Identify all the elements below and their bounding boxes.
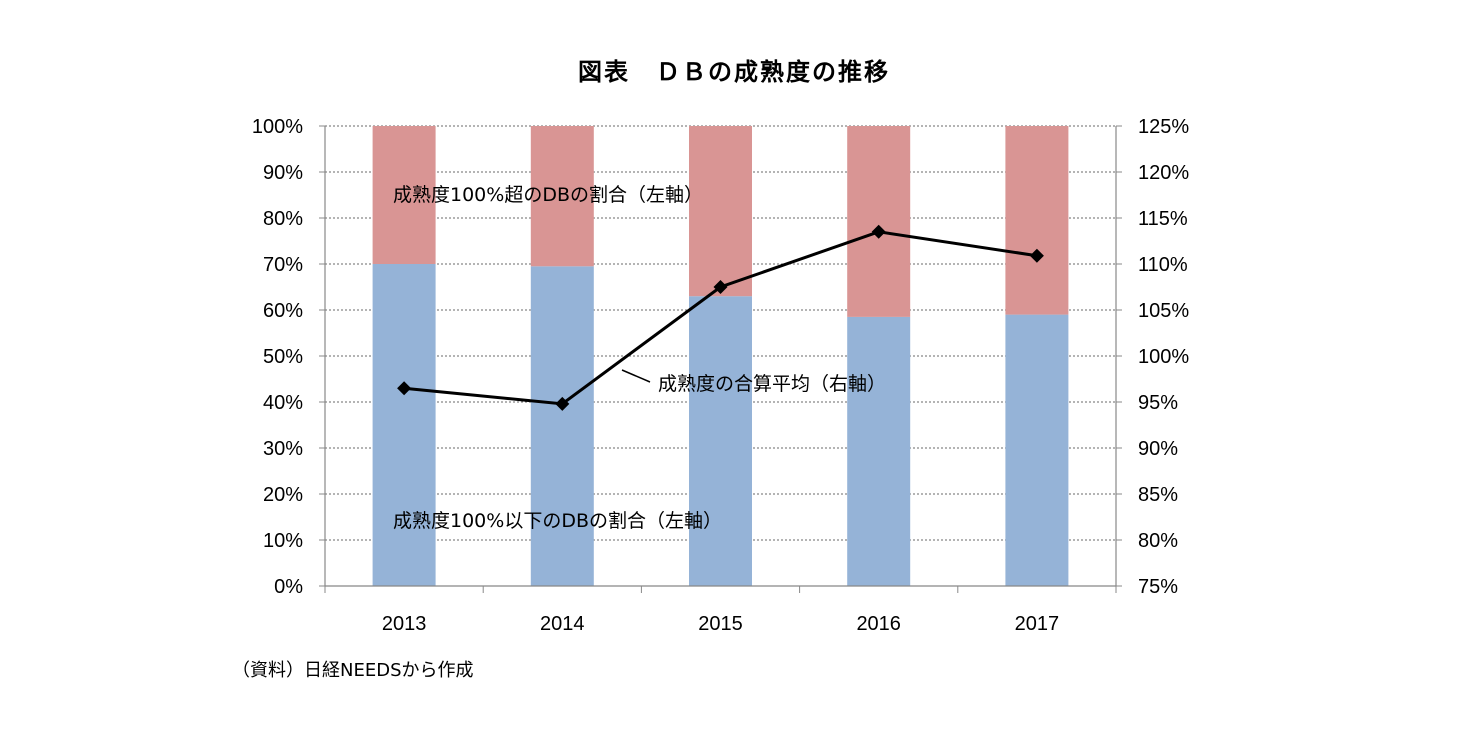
left-axis-tick-label: 0%	[274, 576, 303, 598]
left-axis-tick-label: 50%	[263, 346, 303, 368]
right-axis-tick-label: 110%	[1138, 254, 1188, 276]
bar-segment	[372, 264, 436, 586]
lower-bar-annotation: 成熟度100%以下のDBの割合（左軸）	[393, 510, 722, 532]
bar-segment	[847, 316, 911, 586]
source-note: （資料）日経NEEDSから作成	[232, 660, 474, 681]
bar-segment	[689, 126, 752, 297]
left-axis-tick-label: 90%	[263, 162, 303, 184]
bar-segment	[1005, 314, 1069, 586]
x-axis-tick-label: 2013	[382, 613, 427, 635]
right-axis-tick-label: 90%	[1138, 438, 1178, 460]
right-axis-tick-label: 100%	[1138, 346, 1189, 368]
chart-title: 図表 ＤＢの成熟度の推移	[578, 58, 890, 86]
left-axis-tick-label: 100%	[252, 116, 303, 138]
right-axis-tick-label: 105%	[1138, 300, 1189, 322]
upper-bar-annotation: 成熟度100%超のDBの割合（左軸）	[393, 184, 703, 206]
bar-segment	[1005, 126, 1069, 315]
x-axis-tick-label: 2015	[698, 613, 743, 635]
left-axis-tick-label: 10%	[263, 530, 303, 552]
x-axis-tick-label: 2016	[856, 613, 901, 635]
line-annotation: 成熟度の合算平均（右軸）	[658, 373, 886, 395]
line-series	[397, 224, 1044, 411]
right-axis-tick-label: 125%	[1138, 116, 1189, 138]
bar-segment	[689, 296, 752, 586]
tick-labels: 0% 75% 10% 80% 20% 85% 30% 90% 40% 95% 50% 100% 60% 1…	[252, 116, 1190, 635]
right-axis-tick-label: 115%	[1138, 208, 1188, 230]
line-marker	[1029, 248, 1044, 263]
line-marker	[713, 280, 728, 294]
x-axis-tick-label: 2014	[540, 613, 585, 635]
left-axis-tick-label: 70%	[263, 254, 303, 276]
line-marker	[871, 224, 886, 239]
right-axis-tick-label: 75%	[1138, 576, 1178, 598]
bar-segment	[847, 126, 911, 317]
left-axis-tick-label: 80%	[263, 208, 303, 230]
right-axis-tick-label: 80%	[1138, 530, 1178, 552]
line-marker	[555, 396, 570, 411]
left-axis-tick-label: 20%	[263, 484, 303, 506]
right-axis-tick-label: 85%	[1138, 484, 1178, 506]
left-axis-tick-label: 40%	[263, 392, 303, 414]
x-axis-tick-label: 2017	[1015, 613, 1060, 635]
right-axis-tick-label: 95%	[1138, 392, 1178, 414]
bar-segment	[530, 126, 594, 267]
axes	[319, 125, 1122, 593]
line-label-leader	[621, 369, 651, 383]
left-axis-tick-label: 60%	[263, 300, 303, 322]
bars	[372, 126, 1069, 586]
right-axis-tick-label: 120%	[1138, 162, 1189, 184]
bar-segment	[530, 266, 594, 586]
left-axis-tick-label: 30%	[263, 438, 303, 460]
bar-segment	[372, 126, 436, 264]
line-marker	[397, 381, 412, 396]
